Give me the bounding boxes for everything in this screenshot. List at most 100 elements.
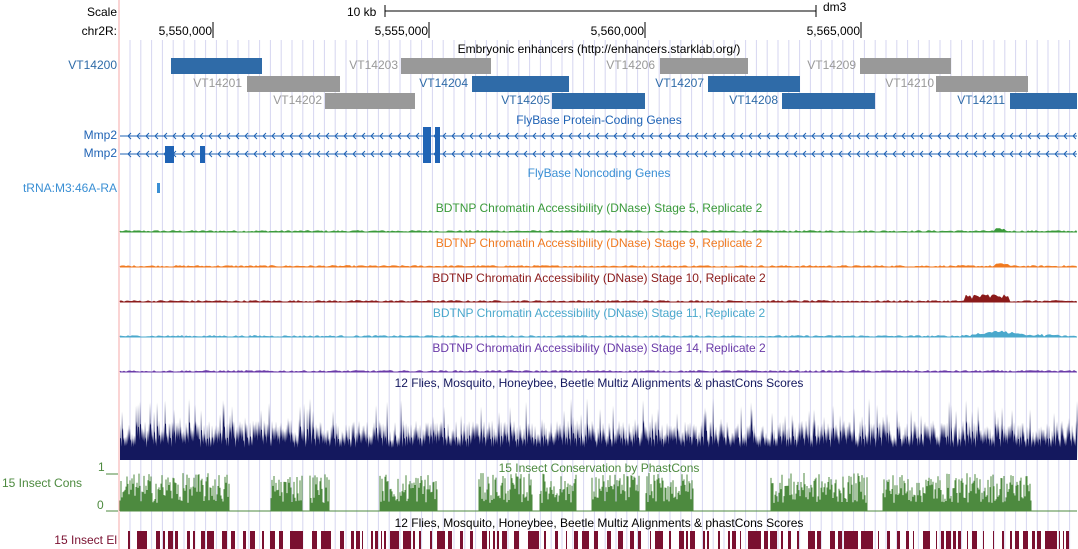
conserved-element bbox=[384, 531, 386, 549]
strand-arrow bbox=[919, 132, 924, 140]
strand-arrow bbox=[415, 132, 420, 140]
conserved-element bbox=[574, 531, 578, 549]
enhancer-label[interactable]: VT14200 bbox=[68, 58, 117, 72]
enhancer-label[interactable]: VT14207 bbox=[655, 76, 704, 90]
conserved-element bbox=[655, 531, 663, 549]
enhancer-label[interactable]: VT14205 bbox=[501, 93, 550, 107]
strand-arrow bbox=[838, 150, 843, 158]
strand-arrow bbox=[370, 150, 375, 158]
enhancer-label[interactable]: VT14203 bbox=[349, 58, 398, 72]
multiz-track[interactable] bbox=[120, 398, 1078, 460]
strand-arrow bbox=[757, 132, 762, 140]
strand-arrow bbox=[784, 132, 789, 140]
strand-arrow bbox=[388, 150, 393, 158]
strand-arrow bbox=[307, 150, 312, 158]
strand-arrow bbox=[856, 150, 861, 158]
strand-arrow bbox=[523, 132, 528, 140]
conserved-element bbox=[718, 531, 720, 549]
strand-arrow bbox=[343, 132, 348, 140]
position-label: 5,555,000 bbox=[374, 24, 428, 38]
strand-arrow bbox=[145, 150, 150, 158]
strand-arrow bbox=[847, 150, 852, 158]
strand-arrow bbox=[802, 150, 807, 158]
enhancer-label[interactable]: VT14208 bbox=[729, 93, 778, 107]
noncoding-gene-label[interactable]: tRNA:M3:46A-RA bbox=[22, 181, 117, 195]
noncoding-gene-track[interactable] bbox=[157, 183, 160, 193]
strand-arrow bbox=[163, 132, 168, 140]
coding-gene-track[interactable] bbox=[120, 127, 1077, 163]
strand-arrow bbox=[748, 132, 753, 140]
strand-arrow bbox=[1009, 150, 1014, 158]
enhancer-label[interactable]: VT14210 bbox=[885, 76, 934, 90]
conserved-element bbox=[137, 531, 147, 549]
conserved-element bbox=[770, 531, 777, 549]
strand-arrow bbox=[784, 150, 789, 158]
strand-arrow bbox=[136, 132, 141, 140]
dnase-tracks[interactable] bbox=[119, 228, 1078, 373]
insect-el-title: 12 Flies, Mosquito, Honeybee, Beetle Mul… bbox=[394, 516, 804, 530]
strand-arrow bbox=[127, 132, 132, 140]
strand-arrow bbox=[1009, 132, 1014, 140]
strand-arrow bbox=[775, 132, 780, 140]
enhancer-label[interactable]: VT14204 bbox=[419, 76, 468, 90]
strand-arrow bbox=[703, 150, 708, 158]
enhancer-label[interactable]: VT14201 bbox=[193, 76, 242, 90]
strand-arrow bbox=[505, 132, 510, 140]
strand-arrow bbox=[676, 150, 681, 158]
strand-arrow bbox=[793, 150, 798, 158]
gene-label[interactable]: Mmp2 bbox=[83, 128, 117, 142]
position-label: 5,560,000 bbox=[590, 24, 644, 38]
strand-arrow bbox=[514, 132, 519, 140]
exon bbox=[423, 145, 431, 163]
enhancer-label[interactable]: VT14206 bbox=[606, 58, 655, 72]
enhancer-label[interactable]: VT14202 bbox=[273, 93, 322, 107]
strand-arrow bbox=[451, 132, 456, 140]
strand-arrow bbox=[388, 132, 393, 140]
conserved-element bbox=[279, 531, 283, 549]
strand-arrow bbox=[685, 132, 690, 140]
conserved-element bbox=[983, 531, 984, 549]
strand-arrow bbox=[793, 132, 798, 140]
strand-arrow bbox=[568, 150, 573, 158]
enhancer-label[interactable]: VT14211 bbox=[957, 93, 1005, 107]
enhancer-bar bbox=[171, 58, 262, 74]
conserved-element bbox=[243, 531, 246, 549]
base-position-ruler[interactable] bbox=[212, 5, 862, 38]
conserved-element bbox=[669, 531, 671, 549]
strand-arrow bbox=[442, 132, 447, 140]
insect-el-track[interactable] bbox=[128, 531, 1069, 549]
conserved-element bbox=[1066, 531, 1069, 549]
dnase-stage9-title: BDTNP Chromatin Accessibility (DNase) St… bbox=[435, 236, 763, 250]
strand-arrow bbox=[910, 150, 915, 158]
enhancer-bar bbox=[552, 93, 645, 109]
conserved-element bbox=[250, 531, 255, 549]
strand-arrow bbox=[730, 132, 735, 140]
strand-arrow bbox=[937, 132, 942, 140]
insect-cons-ymin: 0 bbox=[97, 498, 104, 512]
strand-arrow bbox=[712, 132, 717, 140]
gene-label[interactable]: Mmp2 bbox=[83, 146, 117, 160]
enhancer-label[interactable]: VT14209 bbox=[807, 58, 856, 72]
strand-arrow bbox=[136, 150, 141, 158]
conserved-element bbox=[413, 531, 415, 549]
strand-arrow bbox=[667, 132, 672, 140]
insect-cons-track[interactable] bbox=[106, 473, 1077, 512]
strand-arrow bbox=[361, 150, 366, 158]
conserved-element bbox=[707, 531, 709, 549]
strand-arrow bbox=[487, 132, 492, 140]
conserved-element bbox=[618, 531, 623, 549]
conserved-element bbox=[168, 531, 173, 549]
enhancer-track[interactable] bbox=[171, 58, 1077, 109]
strand-arrow bbox=[487, 150, 492, 158]
strand-arrow bbox=[874, 132, 879, 140]
strand-arrow bbox=[1027, 150, 1032, 158]
insect-el-label[interactable]: 15 Insect El bbox=[54, 533, 117, 547]
conserved-element bbox=[1015, 531, 1019, 549]
conserved-element bbox=[967, 531, 968, 549]
strand-arrow bbox=[640, 132, 645, 140]
insect-cons-label[interactable]: 15 Insect Cons bbox=[2, 476, 83, 490]
strand-arrow bbox=[667, 150, 672, 158]
strand-arrow bbox=[982, 150, 987, 158]
